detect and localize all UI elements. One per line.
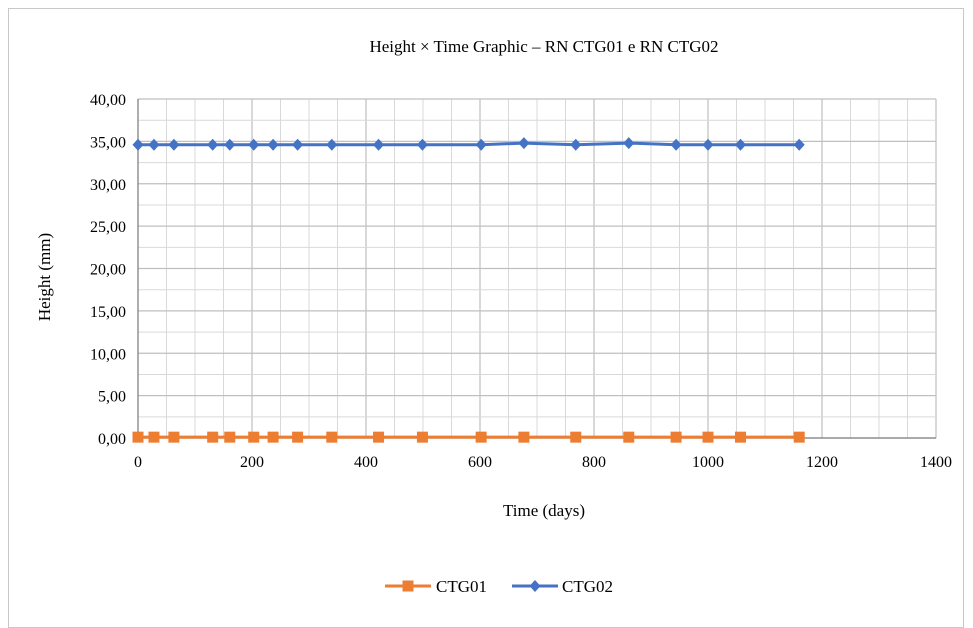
data-point-ctg01 (734, 431, 746, 443)
y-tick-label: 30,00 (90, 177, 126, 194)
data-point-ctg02 (416, 138, 428, 151)
data-point-ctg01 (518, 431, 530, 443)
data-point-ctg01 (793, 431, 805, 443)
x-tick-label: 1000 (692, 454, 724, 471)
data-point-ctg02 (670, 138, 682, 151)
x-tick-label: 0 (134, 454, 142, 471)
legend-item-ctg01: CTG01 (385, 577, 487, 596)
data-point-ctg02 (168, 138, 180, 151)
data-point-ctg01 (702, 431, 714, 443)
y-tick-label: 25,00 (90, 219, 126, 236)
data-point-ctg02 (148, 138, 160, 151)
y-axis-label: Height (mm) (35, 233, 54, 321)
height-time-chart: Height × Time Graphic – RN CTG01 e RN CT… (35, 37, 952, 596)
x-tick-labels: 0 200 400 600 800 1000 1200 1400 (134, 454, 952, 471)
y-tick-label: 5,00 (98, 389, 126, 406)
x-tick-label: 1200 (806, 454, 838, 471)
x-tick-label: 200 (240, 454, 264, 471)
data-point-ctg02 (570, 138, 582, 151)
legend-label-ctg02: CTG02 (562, 577, 613, 596)
series-layer (132, 137, 805, 443)
data-point-ctg02 (132, 138, 144, 151)
legend: CTG01 CTG02 (385, 577, 613, 596)
legend-marker-ctg01 (402, 580, 414, 592)
chart-frame: Height × Time Graphic – RN CTG01 e RN CT… (8, 8, 964, 628)
data-point-ctg01 (475, 431, 487, 443)
data-point-ctg01 (267, 431, 279, 443)
chart-title: Height × Time Graphic – RN CTG01 e RN CT… (369, 37, 718, 56)
data-point-ctg02 (475, 138, 487, 151)
data-point-ctg02 (518, 137, 530, 150)
y-tick-labels: 0,00 5,00 10,00 15,00 20,00 25,00 30,00 35,00 40… (90, 92, 126, 448)
series-ctg02 (132, 137, 805, 151)
series-line-ctg02 (138, 141, 800, 147)
y-tick-label: 10,00 (90, 346, 126, 363)
data-point-ctg01 (373, 431, 385, 443)
y-tick-label: 35,00 (90, 134, 126, 151)
data-point-ctg01 (326, 431, 338, 443)
data-point-ctg01 (148, 431, 160, 443)
x-tick-label: 600 (468, 454, 492, 471)
series-ctg01 (132, 431, 805, 443)
data-point-ctg02 (734, 138, 746, 151)
y-tick-label: 40,00 (90, 92, 126, 109)
data-point-ctg01 (132, 431, 144, 443)
data-point-ctg01 (168, 431, 180, 443)
data-point-ctg02 (224, 138, 236, 151)
legend-label-ctg01: CTG01 (436, 577, 487, 596)
data-point-ctg02 (623, 137, 635, 150)
data-point-ctg02 (207, 138, 219, 151)
data-point-ctg02 (248, 138, 260, 151)
data-point-ctg02 (267, 138, 279, 151)
x-tick-label: 800 (582, 454, 606, 471)
data-point-ctg01 (670, 431, 682, 443)
data-point-ctg02 (292, 138, 304, 151)
legend-marker-ctg02 (529, 580, 541, 592)
y-tick-label: 20,00 (90, 262, 126, 279)
data-point-ctg01 (570, 431, 582, 443)
data-point-ctg01 (224, 431, 236, 443)
grid (137, 98, 937, 439)
data-point-ctg01 (416, 431, 428, 443)
data-point-ctg02 (793, 138, 805, 151)
x-tick-label: 400 (354, 454, 378, 471)
legend-item-ctg02: CTG02 (512, 577, 613, 596)
data-point-ctg01 (207, 431, 219, 443)
data-point-ctg02 (702, 138, 714, 151)
data-point-ctg02 (373, 138, 385, 151)
x-tick-label: 1400 (920, 454, 952, 471)
data-point-ctg01 (623, 431, 635, 443)
y-tick-label: 0,00 (98, 431, 126, 448)
data-point-ctg01 (248, 431, 260, 443)
data-point-ctg01 (292, 431, 304, 443)
y-tick-label: 15,00 (90, 304, 126, 321)
x-axis-label: Time (days) (503, 501, 585, 520)
data-point-ctg02 (326, 138, 338, 151)
